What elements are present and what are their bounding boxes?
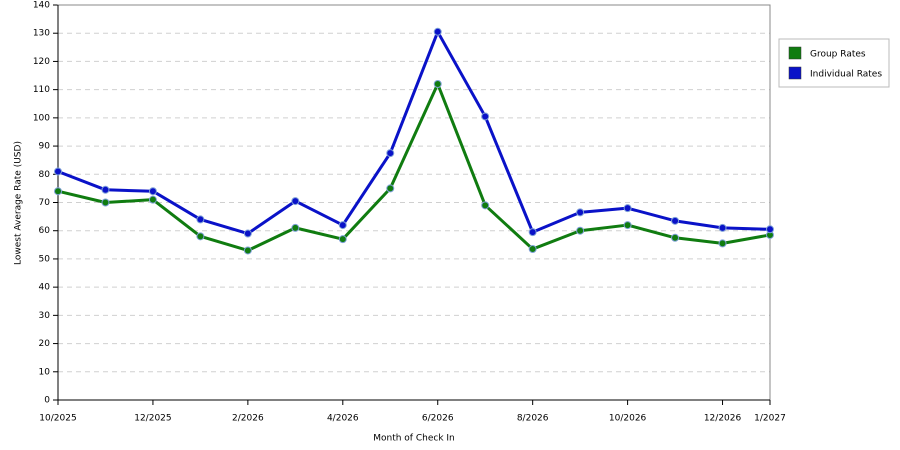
- data-point: [576, 208, 585, 217]
- y-axis-label: Lowest Average Rate (USD): [14, 141, 24, 265]
- series-line: [57, 30, 771, 236]
- y-tick-label: 60: [39, 226, 51, 236]
- y-tick-label: 130: [33, 29, 50, 39]
- x-tick-label: 12/2025: [134, 414, 171, 424]
- data-point: [338, 221, 347, 230]
- data-point: [101, 198, 110, 207]
- data-point: [196, 215, 205, 224]
- y-tick-label: 30: [39, 311, 51, 321]
- legend-swatch: [788, 66, 802, 80]
- data-point: [148, 195, 157, 204]
- data-point: [291, 197, 300, 206]
- y-tick-label: 50: [39, 254, 51, 264]
- data-point: [671, 233, 680, 242]
- data-point: [338, 235, 347, 244]
- x-tick-label: 4/2026: [327, 414, 359, 424]
- data-point: [54, 167, 62, 176]
- series-line: [57, 82, 771, 252]
- data-point: [291, 223, 300, 232]
- y-tick-label: 120: [33, 57, 50, 67]
- data-point: [243, 229, 252, 238]
- data-point: [718, 239, 727, 248]
- y-tick-label: 100: [33, 113, 50, 123]
- data-point: [623, 204, 632, 213]
- data-point: [623, 221, 632, 230]
- data-point: [576, 226, 585, 235]
- x-tick-label: 1/2027: [754, 414, 786, 424]
- data-point: [101, 185, 110, 194]
- y-tick-label: 10: [39, 367, 51, 377]
- data-point: [528, 228, 537, 237]
- x-tick-label: 12/2026: [704, 414, 742, 424]
- data-point: [433, 27, 442, 36]
- x-tick-label: 2/2026: [232, 414, 264, 424]
- x-tick-label: 10/2026: [609, 414, 647, 424]
- y-tick-label: 110: [33, 85, 50, 95]
- y-tick-label: 70: [39, 198, 51, 208]
- x-tick-label: 6/2026: [422, 414, 454, 424]
- data-point: [433, 80, 442, 88]
- data-point: [481, 201, 490, 210]
- legend-swatch: [788, 46, 802, 60]
- x-tick-label: 10/2025: [39, 414, 76, 424]
- y-tick-label: 90: [39, 142, 51, 152]
- y-tick-label: 80: [39, 170, 51, 180]
- data-point: [196, 232, 205, 241]
- y-tick-label: 140: [33, 1, 50, 11]
- data-point: [528, 245, 537, 254]
- y-tick-label: 20: [39, 339, 51, 349]
- data-point: [766, 225, 774, 234]
- data-point: [386, 149, 395, 158]
- data-point: [481, 112, 490, 121]
- legend-label: Group Rates: [810, 50, 866, 60]
- data-point: [148, 187, 157, 196]
- data-point: [718, 223, 727, 232]
- legend-box: [778, 38, 890, 88]
- data-point: [54, 187, 62, 196]
- data-point: [243, 246, 252, 255]
- data-point: [386, 184, 395, 193]
- legend-label: Individual Rates: [810, 70, 882, 80]
- x-axis-label: Month of Check In: [373, 434, 455, 444]
- data-point: [671, 216, 680, 225]
- y-tick-label: 40: [39, 283, 51, 293]
- x-tick-label: 8/2026: [517, 414, 549, 424]
- y-tick-label: 0: [44, 396, 50, 406]
